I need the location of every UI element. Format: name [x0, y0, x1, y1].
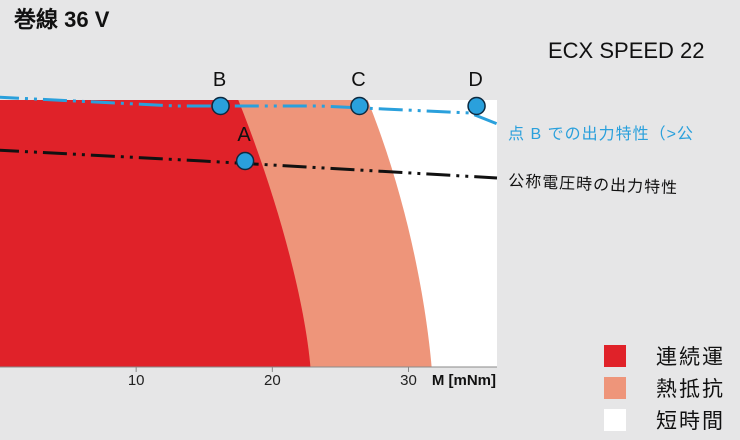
page-title: 巻線 36 V [14, 7, 110, 32]
operating-points: A B C D [211, 69, 486, 171]
legend-swatch [604, 377, 626, 399]
point-marker [350, 96, 369, 116]
curve-line-point-b [0, 95, 501, 127]
legend-swatch [604, 409, 626, 431]
point-marker [211, 96, 230, 116]
point-label: B [213, 69, 226, 91]
point-label: C [351, 69, 365, 91]
legend: 連続運 熱抵抗 短時間 [604, 340, 725, 436]
x-tick-label: 20 [264, 372, 281, 389]
curve-line-nominal [0, 148, 498, 180]
legend-label: 熱抵抗 [656, 378, 725, 401]
point-label: A [237, 124, 251, 146]
region-continuous [0, 100, 311, 367]
legend-item: 短時間 [604, 404, 725, 436]
legend-label: 短時間 [656, 410, 725, 433]
legend-swatch [604, 345, 626, 367]
curve-label-nominal: 公称電圧時の出力特性 [508, 172, 679, 197]
legend-item: 連続運 [604, 340, 725, 372]
curve-label-point-b: 点 B での出力特性（>公 [508, 125, 694, 143]
point-marker [235, 151, 255, 171]
x-axis-label: M [mNm] [432, 372, 496, 389]
operating-regions [0, 100, 432, 367]
point-marker [467, 96, 486, 116]
x-axis-ticks: 10 20 30 [128, 367, 417, 389]
product-name: ECX SPEED 22 [548, 38, 705, 63]
x-tick-label: 30 [400, 372, 417, 389]
x-tick-label: 10 [128, 372, 145, 389]
point-label: D [468, 69, 482, 91]
legend-item: 熱抵抗 [604, 372, 725, 404]
legend-label: 連続運 [656, 346, 725, 369]
